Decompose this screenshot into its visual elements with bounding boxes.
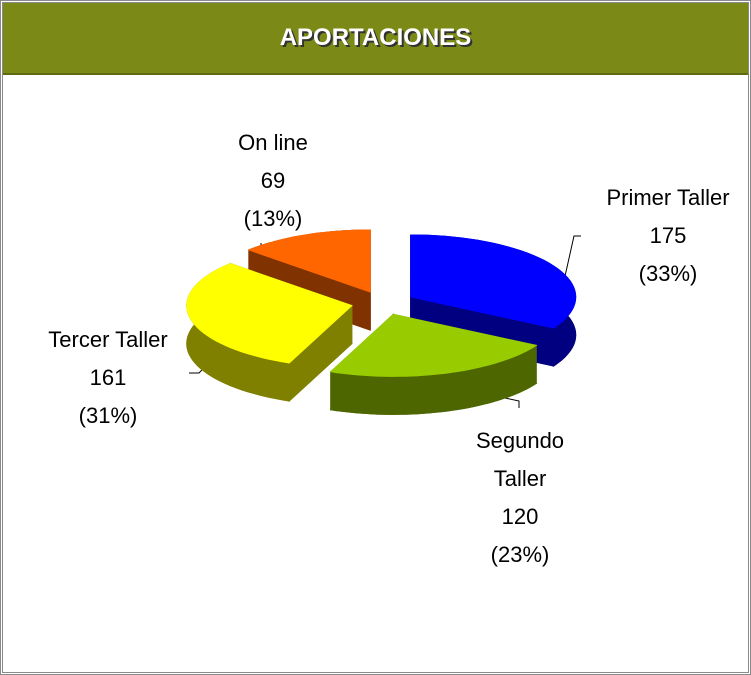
label-value: 161 <box>89 365 127 390</box>
label-name: Tercer Taller <box>48 327 168 352</box>
label-name: Primer Taller <box>606 185 730 210</box>
pie-slice <box>410 234 577 329</box>
label-name: On line <box>238 130 308 155</box>
slice-label: Primer Taller 175 (33%) <box>588 179 748 293</box>
slice-label: Segundo Taller 120 (23%) <box>455 422 585 574</box>
pie-slice <box>186 263 353 364</box>
chart-title: APORTACIONES <box>279 24 472 51</box>
header-bar <box>3 3 748 75</box>
pie-chart <box>186 229 581 415</box>
label-percent: (33%) <box>638 261 698 286</box>
label-value: 175 <box>649 223 687 248</box>
label-value: 69 <box>260 168 286 193</box>
slice-label: Tercer Taller 161 (31%) <box>23 321 193 435</box>
label-value: 120 <box>501 504 539 529</box>
label-percent: (31%) <box>78 403 138 428</box>
pie-slice <box>329 313 538 377</box>
pie-slice <box>247 229 371 293</box>
label-name: Segundo Taller <box>475 428 565 491</box>
label-percent: (23%) <box>490 542 550 567</box>
label-percent: (13%) <box>243 206 303 231</box>
slice-label: On line 69 (13%) <box>198 124 348 238</box>
